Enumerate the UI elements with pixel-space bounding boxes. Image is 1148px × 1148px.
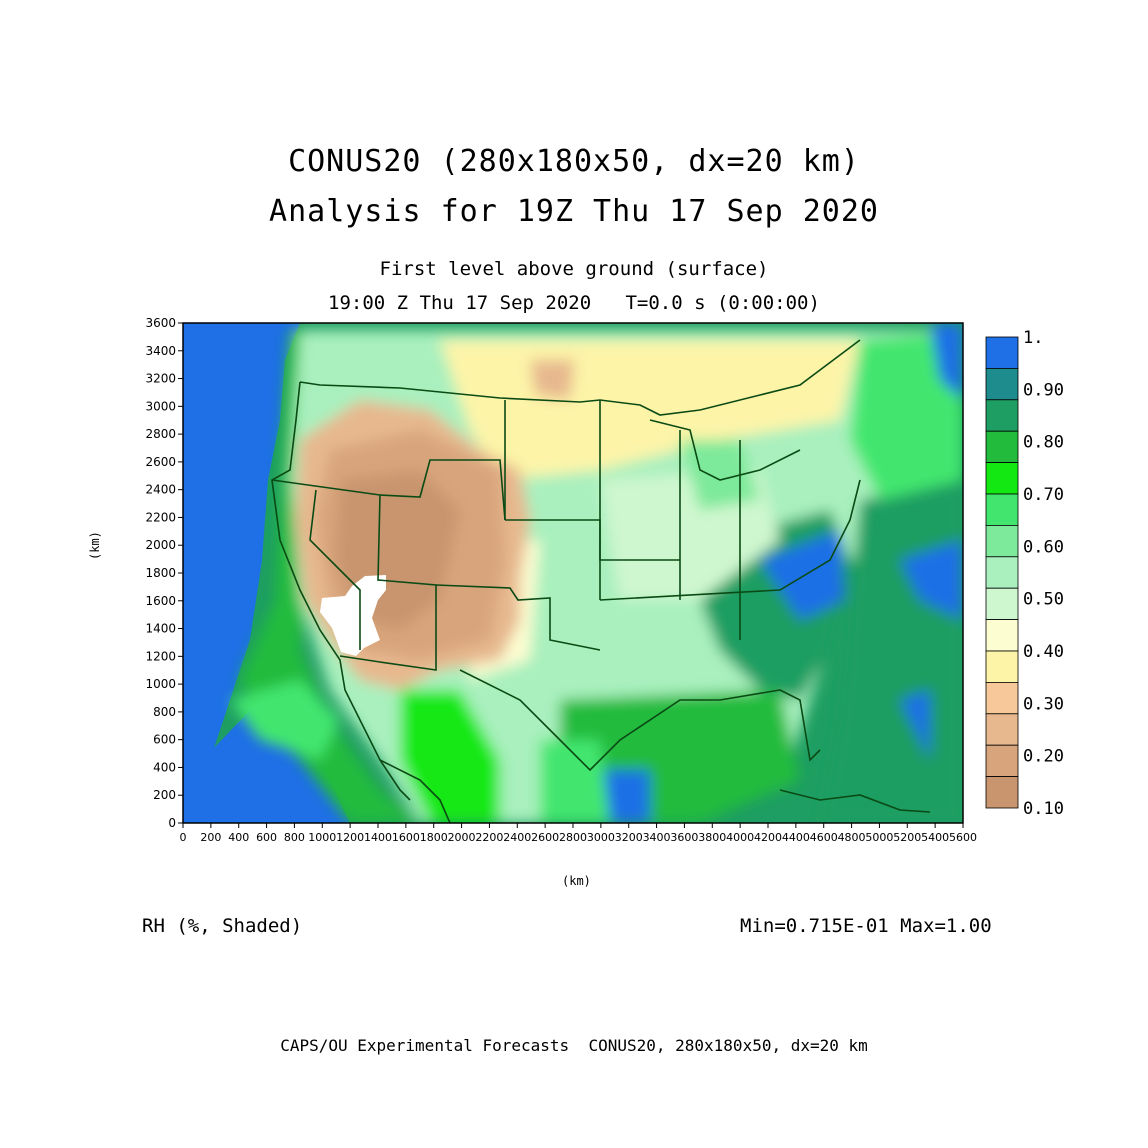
x-tick-label: 800 xyxy=(284,831,305,844)
x-tick-label: 1200 xyxy=(336,831,364,844)
x-tick-label: 2600 xyxy=(531,831,559,844)
colorbar-swatch xyxy=(985,430,1019,464)
x-tick-label: 3000 xyxy=(587,831,615,844)
colorbar-label: 0.30 xyxy=(1023,694,1064,714)
y-tick-label: 0 xyxy=(168,816,176,830)
colorbar-swatch xyxy=(985,493,1019,526)
y-tick-label: 600 xyxy=(153,733,176,747)
colorbar-label: 0.70 xyxy=(1023,485,1064,505)
colorbar-swatch xyxy=(985,336,1019,369)
y-tick-label: 2800 xyxy=(145,427,176,441)
y-tick-label: 2200 xyxy=(145,510,176,524)
colorbar-swatch xyxy=(985,619,1019,652)
y-axis-label: (km) xyxy=(88,531,102,560)
x-tick-label: 4800 xyxy=(838,831,866,844)
credit-footer: CAPS/OU Experimental Forecasts CONUS20, … xyxy=(280,1036,868,1055)
y-tick-label: 1600 xyxy=(145,594,176,608)
x-tick-label: 2400 xyxy=(503,831,531,844)
x-tick-label: 4400 xyxy=(782,831,810,844)
colorbar-label: 1. xyxy=(1023,328,1043,348)
state-boundaries xyxy=(271,339,931,823)
colorbar-label: 0.20 xyxy=(1023,747,1064,767)
y-tick-label: 1800 xyxy=(145,566,176,580)
x-tick-label: 0 xyxy=(180,831,187,844)
colorbar-swatch xyxy=(985,776,1019,809)
y-tick-label: 1400 xyxy=(145,622,176,636)
colorbar-swatch xyxy=(985,462,1019,495)
x-tick-label: 2200 xyxy=(475,831,503,844)
y-tick-label: 2600 xyxy=(145,455,176,469)
colorbar-label: 0.80 xyxy=(1023,433,1064,453)
colorbar-swatch xyxy=(985,744,1019,778)
colorbar-label: 0.90 xyxy=(1023,380,1064,400)
y-tick-label: 400 xyxy=(153,760,176,774)
colorbar-label: 0.60 xyxy=(1023,537,1064,557)
x-tick-label: 4000 xyxy=(726,831,754,844)
x-tick-label: 3200 xyxy=(615,831,643,844)
x-tick-label: 3600 xyxy=(670,831,698,844)
colorbar-swatch xyxy=(985,556,1019,589)
field-label: RH (%, Shaded) xyxy=(142,915,303,937)
x-tick-label: 1000 xyxy=(308,831,336,844)
colorbar-swatch xyxy=(985,682,1019,715)
y-tick-label: 3000 xyxy=(145,399,176,413)
x-tick-label: 2800 xyxy=(559,831,587,844)
valid-time-subtitle: 19:00 Z Thu 17 Sep 2020 T=0.0 s (0:00:00… xyxy=(328,292,820,314)
y-tick-label: 800 xyxy=(153,705,176,719)
y-tick-label: 3400 xyxy=(145,344,176,358)
x-tick-label: 3800 xyxy=(698,831,726,844)
y-tick-label: 3600 xyxy=(145,316,176,330)
x-axis-label: (km) xyxy=(562,874,591,888)
rh-shaded-field xyxy=(183,323,963,823)
colorbar-swatch xyxy=(985,367,1019,401)
colorbar-swatch xyxy=(985,399,1019,432)
x-tick-label: 5200 xyxy=(893,831,921,844)
x-axis: 0 200 400 600 800 1000 1200 1400 1600 1800 2000 220… xyxy=(180,823,977,844)
x-tick-label: 4600 xyxy=(810,831,838,844)
x-tick-label: 1400 xyxy=(364,831,392,844)
y-axis: 0 200 400 600 800 1000 1200 1400 1600 1800 2000 220… xyxy=(145,316,183,830)
x-tick-label: 5000 xyxy=(865,831,893,844)
y-tick-label: 3200 xyxy=(145,372,176,386)
y-tick-label: 200 xyxy=(153,788,176,802)
map-title: CONUS20 (280x180x50, dx=20 km) xyxy=(288,144,860,179)
x-tick-label: 1800 xyxy=(420,831,448,844)
x-tick-label: 3400 xyxy=(643,831,671,844)
colorbar-swatch xyxy=(985,587,1019,621)
y-tick-label: 2000 xyxy=(145,538,176,552)
colorbar: 1. 0.90 0.80 0.70 0.60 0.50 0.40 0.30 0.20 0.10 xyxy=(985,328,1064,819)
x-tick-label: 5600 xyxy=(949,831,977,844)
x-tick-label: 2000 xyxy=(448,831,476,844)
colorbar-label: 0.40 xyxy=(1023,642,1064,662)
x-tick-label: 5400 xyxy=(921,831,949,844)
y-tick-label: 1000 xyxy=(145,677,176,691)
y-tick-label: 1200 xyxy=(145,649,176,663)
colorbar-label: 0.10 xyxy=(1023,799,1064,819)
x-tick-label: 1600 xyxy=(392,831,420,844)
x-tick-label: 400 xyxy=(228,831,249,844)
colorbar-swatch xyxy=(985,713,1019,746)
level-subtitle: First level above ground (surface) xyxy=(379,258,769,280)
x-tick-label: 4200 xyxy=(754,831,782,844)
colorbar-swatch xyxy=(985,525,1019,558)
colorbar-label: 0.50 xyxy=(1023,590,1064,610)
x-tick-label: 200 xyxy=(200,831,221,844)
x-tick-label: 600 xyxy=(256,831,277,844)
colorbar-swatch xyxy=(985,650,1019,683)
analysis-time-title: Analysis for 19Z Thu 17 Sep 2020 xyxy=(269,194,879,229)
y-tick-label: 2400 xyxy=(145,483,176,497)
min-max-readout: Min=0.715E-01 Max=1.00 xyxy=(740,915,992,937)
